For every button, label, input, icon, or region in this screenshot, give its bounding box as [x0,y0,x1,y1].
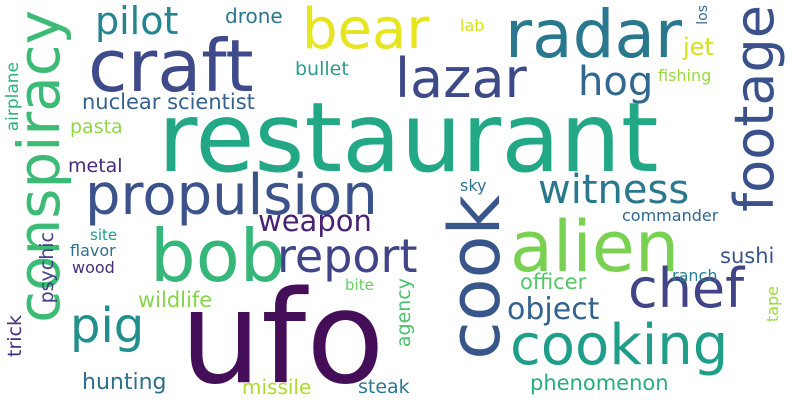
word-wood: wood [72,258,115,277]
word-drone: drone [225,4,283,28]
word-ufo: ufo [180,264,385,400]
word-steak: steak [358,376,410,398]
word-lazar: lazar [395,47,527,110]
word-hog: hog [578,59,654,105]
word-pasta: pasta [70,116,123,138]
word-sushi: sushi [720,244,775,268]
word-alien: alien [510,206,680,288]
word-los: los [695,5,711,25]
word-airplane: airplane [3,62,23,132]
word-jet: jet [683,33,714,61]
word-agency: agency [393,278,415,348]
word-propulsion: propulsion [85,163,378,228]
word-sky: sky [460,176,487,195]
word-trick: trick [4,315,26,357]
word-hunting: hunting [82,370,167,395]
word-footage: footage [723,5,786,212]
word-weapon: weapon [258,204,372,238]
word-psychic: psychic [36,232,58,304]
word-metal: metal [68,155,123,177]
word-lab: lab [460,16,485,35]
word-object: object [507,292,600,327]
word-pilot: pilot [95,0,179,43]
word-bear: bear [302,0,430,62]
word-cook: cook [434,195,516,360]
word-officer: officer [520,270,587,294]
word-radar: radar [505,0,683,73]
word-bite: bite [345,276,374,294]
word-fishing: fishing [658,66,712,85]
word-craft: craft [88,24,254,108]
word-phenomenon: phenomenon [530,371,669,395]
word-pig: pig [70,298,145,354]
word-bullet: bullet [295,58,349,80]
word-nuclear-scientist: nuclear scientist [82,90,255,114]
word-wildlife: wildlife [138,288,213,312]
word-tape: tape [763,286,782,323]
word-commander: commander [622,206,719,225]
word-chef: chef [628,257,745,320]
word-cooking: cooking [510,313,729,378]
word-missile: missile [242,375,312,399]
word-restaurant: restaurant [158,82,659,194]
word-ranch: ranch [672,266,718,285]
word-site: site [90,226,118,244]
word-flavor: flavor [70,241,116,260]
word-bob: bob [150,214,286,298]
word-witness: witness [538,167,690,213]
word-report: report [277,229,418,283]
